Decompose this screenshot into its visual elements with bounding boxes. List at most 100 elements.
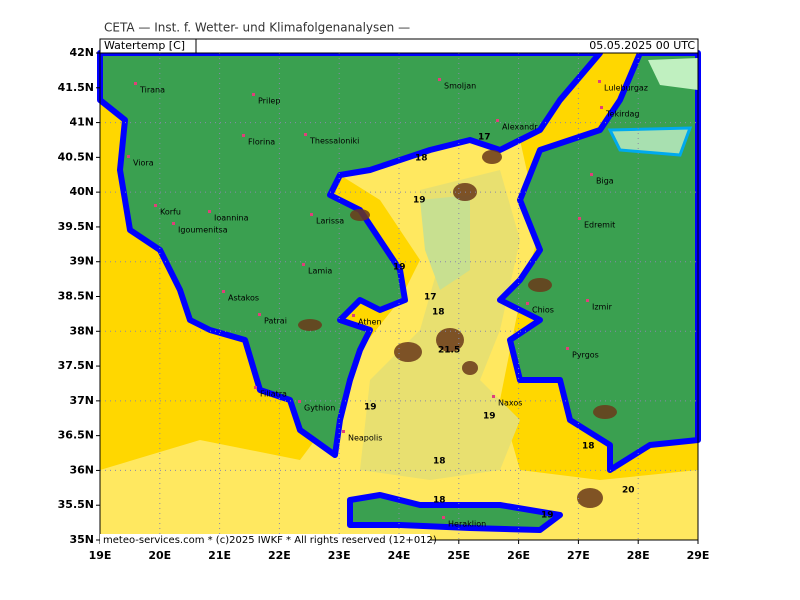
lat-label: 38.5N <box>58 290 94 303</box>
place-marker <box>352 314 355 317</box>
lat-label: 42N <box>69 46 94 59</box>
lat-label: 35.5N <box>58 498 94 511</box>
place-marker <box>442 516 445 519</box>
header-title: CETA — Inst. f. Wetter- und Klimafolgena… <box>104 21 410 35</box>
contour-label: 18 <box>432 308 445 318</box>
lat-label: 41N <box>69 116 94 129</box>
place-marker <box>566 347 569 350</box>
place-label: Patrai <box>264 317 287 326</box>
place-marker <box>172 222 175 225</box>
lat-label: 35N <box>69 533 94 546</box>
place-label: Korfu <box>160 208 181 217</box>
place-marker <box>302 263 305 266</box>
date-box <box>195 38 699 54</box>
contour-label: 20 <box>622 486 635 496</box>
place-marker <box>298 400 301 403</box>
place-label: Viora <box>133 159 154 168</box>
lon-label: 22E <box>268 549 291 562</box>
place-label: Thessaloniki <box>309 137 359 146</box>
place-marker <box>222 290 225 293</box>
footer: meteo-services.com * (c)2025 IWKF * All … <box>103 535 437 546</box>
lon-label: 26E <box>507 549 530 562</box>
place-marker <box>258 313 261 316</box>
crete <box>347 492 563 533</box>
sea-cool <box>420 195 470 290</box>
lat-label: 40N <box>69 185 94 198</box>
place-label: Biga <box>596 177 614 186</box>
place-marker <box>254 386 257 389</box>
sea-warm <box>100 140 698 540</box>
place-marker <box>310 213 313 216</box>
lat-label: 39N <box>69 255 94 268</box>
lon-label: 27E <box>567 549 590 562</box>
place-label: Pyrgos <box>572 351 599 360</box>
place-label: Alexandr <box>502 123 538 132</box>
contour-label: 19 <box>541 511 554 521</box>
turkey <box>497 50 701 473</box>
parameter: Watertemp [C] <box>104 39 185 52</box>
sea-pale <box>360 170 520 480</box>
lat-label: 36N <box>69 463 94 476</box>
place-marker <box>242 134 245 137</box>
sea-cold <box>648 58 698 90</box>
place-label: Izmir <box>592 303 613 312</box>
lon-label: 28E <box>627 549 650 562</box>
place-marker <box>252 93 255 96</box>
place-marker <box>526 302 529 305</box>
place-label: Filiatra <box>260 390 287 399</box>
contour-label: 18 <box>433 457 446 467</box>
contour-label: 18 <box>582 442 595 452</box>
place-marker <box>496 119 499 122</box>
place-marker <box>304 133 307 136</box>
place-marker <box>492 395 495 398</box>
place-label: Astakos <box>228 294 259 303</box>
contour-label: 17 <box>424 293 437 303</box>
mainland <box>97 50 603 458</box>
marmara <box>607 126 693 157</box>
place-label: Edremit <box>584 221 615 230</box>
place-marker <box>342 430 345 433</box>
lon-label: 20E <box>148 549 171 562</box>
place-marker <box>578 217 581 220</box>
place-label: Neapolis <box>348 434 382 443</box>
lat-label: 36.5N <box>58 429 94 442</box>
contour-label: 19 <box>413 196 426 206</box>
place-label: Prilep <box>258 97 280 106</box>
lon-label: 23E <box>328 549 351 562</box>
land <box>97 50 701 533</box>
place-label: Gythion <box>304 404 335 413</box>
place-label: Igoumenitsa <box>178 226 228 235</box>
place-label: Athen <box>358 318 382 327</box>
lon-label: 29E <box>687 549 710 562</box>
grid <box>96 52 699 544</box>
place-marker <box>598 80 601 83</box>
lon-label: 24E <box>388 549 411 562</box>
lon-label: 21E <box>208 549 231 562</box>
place-marker <box>208 210 211 213</box>
contour-label: 18 <box>433 496 446 506</box>
map <box>97 50 701 540</box>
place-marker <box>600 106 603 109</box>
lon-label: 19E <box>89 549 112 562</box>
contour-label: 19 <box>364 403 377 413</box>
contour-label: 21.5 <box>438 346 460 356</box>
place-label: Florina <box>248 138 275 147</box>
footer-box <box>100 534 430 546</box>
place-marker <box>154 204 157 207</box>
contour-label: 19 <box>393 263 406 273</box>
place-label: Lamia <box>308 267 332 276</box>
place-label: Luleburgaz <box>604 84 648 93</box>
lat-label: 40.5N <box>58 150 94 163</box>
place-label: Tekirdag <box>605 110 640 119</box>
place-label: Larissa <box>316 217 344 226</box>
place-marker <box>586 299 589 302</box>
place-label: Chios <box>532 306 554 315</box>
lat-label: 37.5N <box>58 359 94 372</box>
lat-label: 38N <box>69 324 94 337</box>
place-marker <box>127 155 130 158</box>
place-marker <box>590 173 593 176</box>
place-label: Naxos <box>498 399 522 408</box>
place-label: Ioannina <box>214 214 249 223</box>
datetime: 05.05.2025 00 UTC <box>589 39 695 52</box>
